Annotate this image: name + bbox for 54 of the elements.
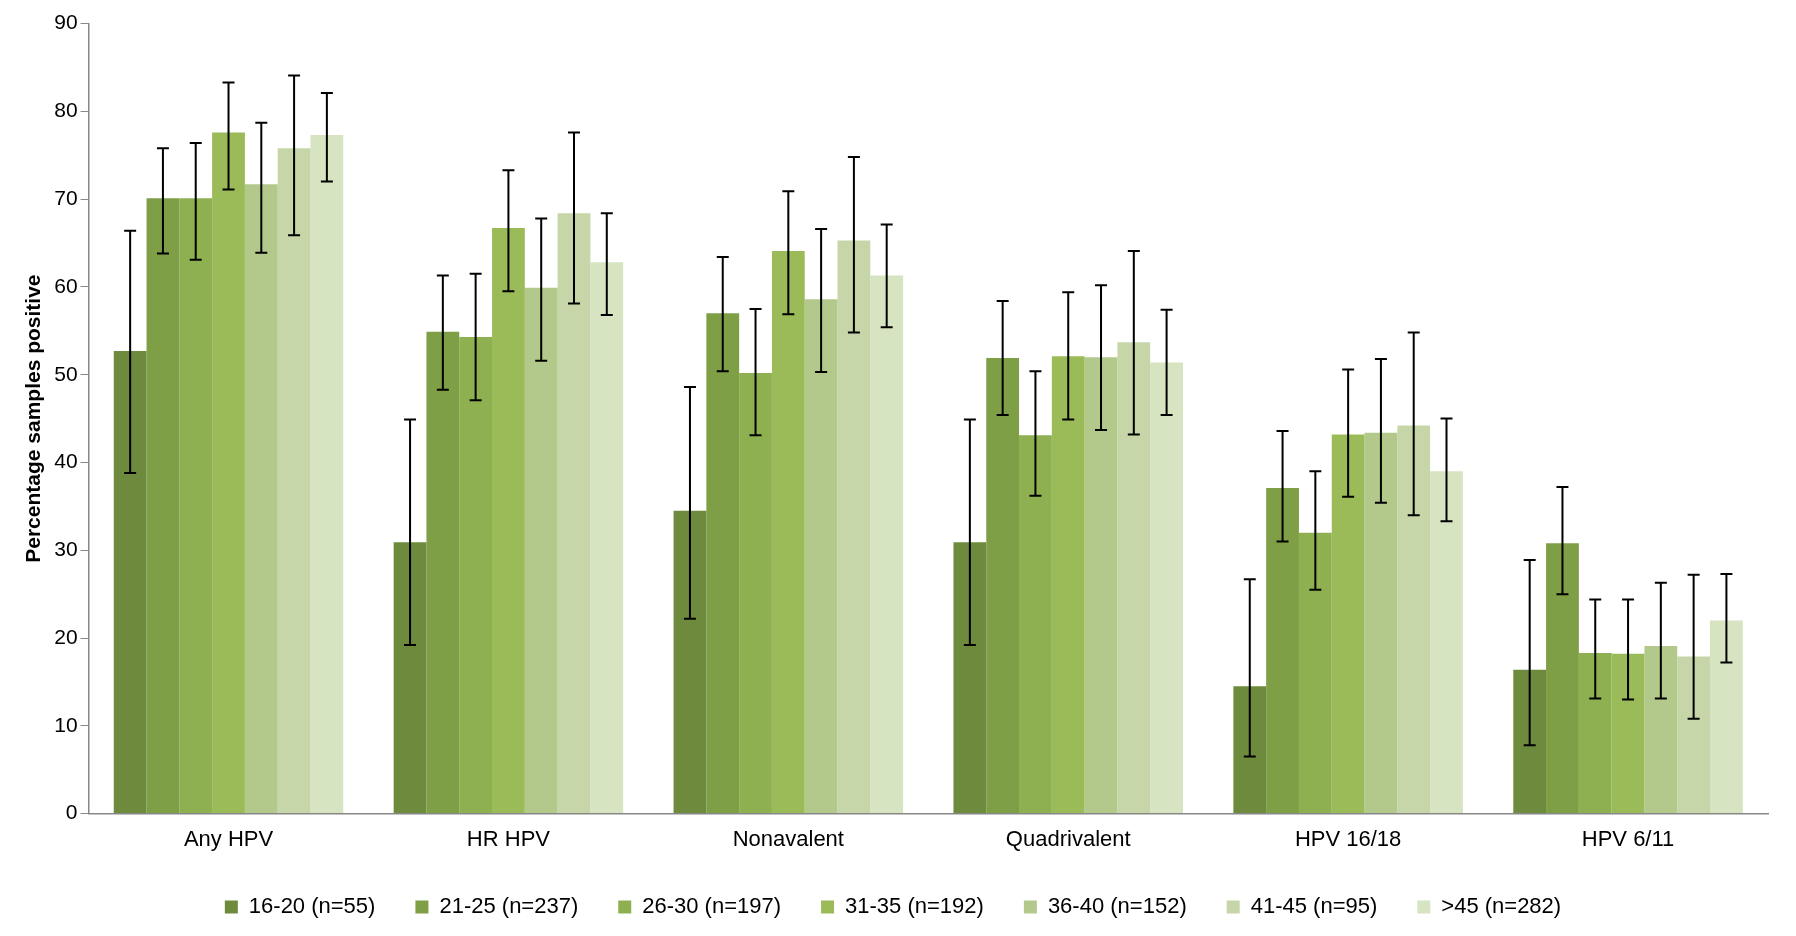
y-tick-label: 10: [54, 712, 78, 736]
y-tick-label: 90: [54, 10, 78, 34]
y-tick-label: 30: [54, 537, 78, 561]
bar: [146, 198, 180, 814]
legend-label: 36-40 (n=152): [1047, 893, 1187, 919]
bar: [557, 213, 591, 814]
y-tick-label: 60: [54, 273, 78, 297]
y-tick-label: 80: [54, 98, 78, 122]
bar: [673, 510, 707, 814]
x-tick-label: Quadrivalent: [1005, 825, 1131, 851]
bar: [1117, 342, 1151, 814]
bar: [277, 148, 311, 814]
bar: [1710, 620, 1743, 814]
bar: [706, 313, 740, 814]
bar: [1397, 425, 1431, 814]
bar: [953, 542, 987, 814]
bar: [113, 351, 147, 814]
bar: [986, 358, 1020, 814]
x-tick-label: Nonavalent: [732, 825, 844, 851]
y-axis-title: Percentage samples positive: [21, 274, 45, 563]
legend-label: 26-30 (n=197): [642, 893, 782, 919]
bar: [244, 184, 278, 814]
bar: [870, 275, 904, 814]
bar: [393, 542, 427, 814]
bar: [1546, 543, 1579, 814]
legend-label: 31-35 (n=192): [845, 893, 984, 919]
x-tick-label: HPV 16/18: [1294, 825, 1402, 851]
legend-label: 21-25 (n=237): [439, 893, 579, 919]
x-tick-label: HPV 6/11: [1581, 825, 1675, 851]
bar: [524, 287, 558, 814]
legend-label: 16-20 (n=55): [248, 893, 376, 919]
y-tick-label: 0: [65, 800, 78, 824]
x-tick-label: HR HPV: [466, 825, 551, 851]
bar: [1677, 656, 1711, 814]
y-tick-label: 40: [54, 449, 78, 473]
legend-label: >45 (n=282): [1441, 893, 1562, 919]
x-tick-label: Any HPV: [183, 825, 274, 851]
bar: [1233, 686, 1267, 814]
bar: [1644, 645, 1678, 814]
bar: [310, 135, 344, 814]
bar: [1430, 471, 1463, 814]
y-tick-label: 70: [54, 185, 78, 209]
bar: [1150, 362, 1183, 814]
bar: [426, 331, 460, 814]
bar: [1084, 357, 1118, 814]
y-tick-label: 50: [54, 361, 78, 385]
bar: [837, 240, 871, 814]
y-tick-label: 20: [54, 624, 78, 648]
bar: [590, 262, 624, 814]
bar: [804, 299, 838, 814]
bar: [1266, 487, 1299, 814]
bar: [1364, 432, 1398, 814]
legend-label: 41-45 (n=95): [1250, 893, 1378, 919]
bar: [1513, 669, 1547, 814]
